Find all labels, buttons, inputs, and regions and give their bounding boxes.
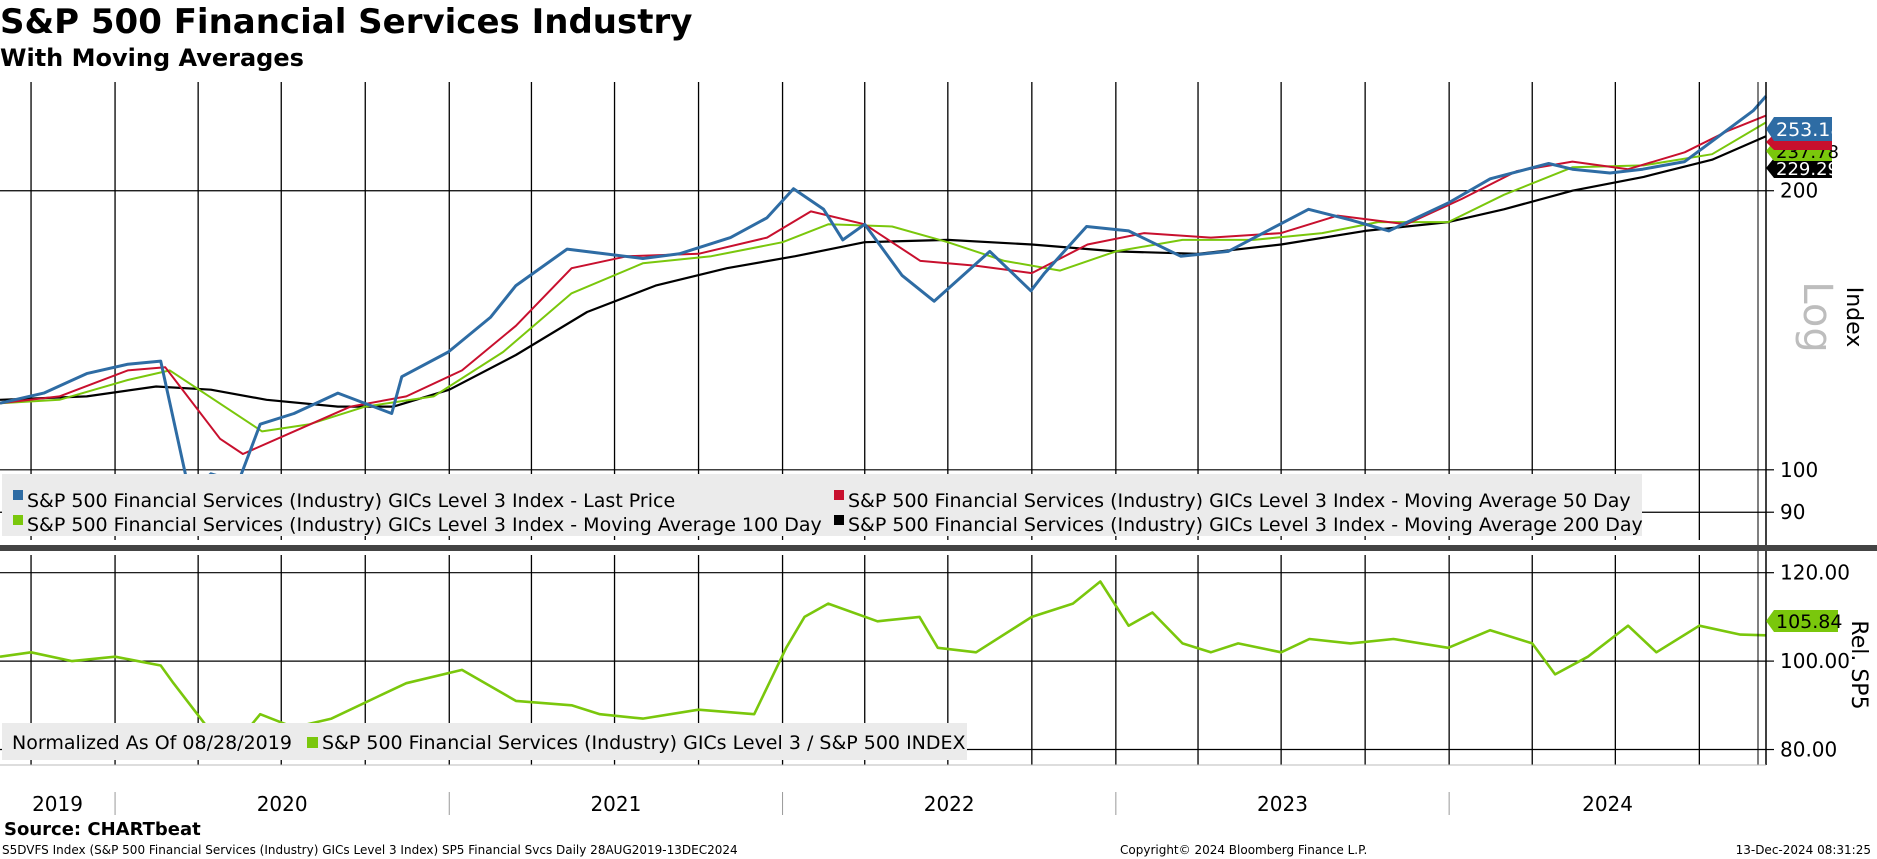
legend-normalized-label: Normalized As Of 08/28/2019 xyxy=(12,732,292,754)
x-tick-label-year: 2021 xyxy=(590,792,641,816)
ticker-description: S5DVFS Index (S&P 500 Financial Services… xyxy=(2,843,738,857)
y-tick-label-lower: 120.00 xyxy=(1780,561,1850,585)
tag-last-price-value: 253.18 xyxy=(1776,119,1842,141)
upper-series-layer xyxy=(0,95,1768,497)
legend-label-relative: S&P 500 Financial Services (Industry) GI… xyxy=(322,732,966,754)
chart-title: S&P 500 Financial Services Industry xyxy=(0,2,693,42)
series-line-ma100 xyxy=(0,121,1767,433)
tag-last-price: 253.18 xyxy=(1766,117,1842,141)
tag-relative: 105.84 xyxy=(1766,610,1842,633)
copyright: Copyright© 2024 Bloomberg Finance L.P. xyxy=(1120,843,1368,857)
series-line-relative xyxy=(0,580,1767,743)
log-scale-label: Log xyxy=(1794,281,1840,352)
legend-swatch-ma100 xyxy=(13,515,23,525)
upper-legend-box xyxy=(2,474,1642,536)
tag-relative-value: 105.84 xyxy=(1776,611,1842,633)
tag-ma200: 229.29 xyxy=(1766,158,1839,180)
tag-ma200-value: 229.29 xyxy=(1776,159,1839,180)
lower-axis-title: Rel. SP5 xyxy=(1846,620,1871,709)
upper-axis-title: Index xyxy=(1841,287,1866,348)
timestamp: 13-Dec-2024 08:31:25 xyxy=(1735,843,1871,857)
chart-subtitle: With Moving Averages xyxy=(0,44,304,72)
legend-label-ma50: S&P 500 Financial Services (Industry) GI… xyxy=(848,490,1631,512)
legend-swatch-last-price xyxy=(13,490,23,500)
y-tick-label-upper: 200 xyxy=(1780,179,1818,203)
legend-swatch-ma50 xyxy=(834,490,844,500)
x-tick-label-year: 2022 xyxy=(924,792,975,816)
y-tick-label-lower: 80.00 xyxy=(1780,738,1837,762)
legend-label-last-price: S&P 500 Financial Services (Industry) GI… xyxy=(27,490,675,512)
y-tick-label-upper: 90 xyxy=(1780,500,1805,524)
y-tick-label-lower: 100.00 xyxy=(1780,649,1850,673)
lower-legend-box xyxy=(2,723,967,760)
legend-swatch-relative xyxy=(307,737,318,748)
x-tick-label-year: 2019 xyxy=(32,792,83,816)
x-tick-label-year: 2024 xyxy=(1582,792,1633,816)
x-tick-label-year: 2020 xyxy=(257,792,308,816)
panel-separator xyxy=(0,545,1877,551)
y-tick-label-upper: 100 xyxy=(1780,458,1818,482)
series-line-ma200 xyxy=(0,135,1767,408)
x-tick-label-year: 2023 xyxy=(1257,792,1308,816)
legend-label-ma200: S&P 500 Financial Services (Industry) GI… xyxy=(848,514,1643,536)
series-line-ma50 xyxy=(0,114,1767,455)
grid-layer xyxy=(0,82,1766,765)
axes-layer: 90 100 200 80.00 100.00 120.00 2019 2020 2021 202… xyxy=(0,82,1877,816)
legend-swatch-ma200 xyxy=(834,515,844,525)
series-line-last-price xyxy=(0,95,1768,497)
source-label: Source: CHARTbeat xyxy=(4,819,201,840)
lower-series-layer xyxy=(0,580,1767,743)
legend-label-ma100: S&P 500 Financial Services (Industry) GI… xyxy=(27,514,822,536)
